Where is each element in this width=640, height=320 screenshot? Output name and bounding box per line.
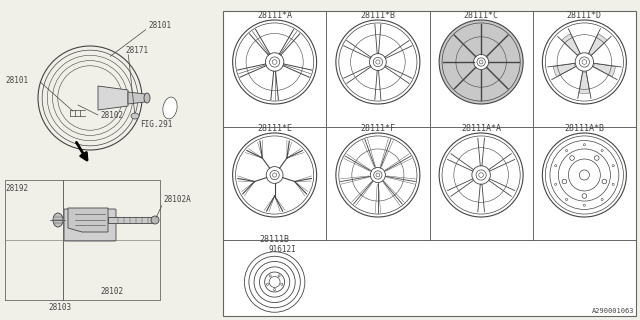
Text: 91612I: 91612I bbox=[269, 245, 296, 254]
Circle shape bbox=[479, 60, 483, 64]
Circle shape bbox=[582, 60, 587, 64]
Circle shape bbox=[583, 204, 586, 206]
Circle shape bbox=[272, 60, 277, 64]
Circle shape bbox=[562, 179, 566, 184]
Circle shape bbox=[582, 194, 587, 198]
Polygon shape bbox=[128, 92, 145, 104]
Text: 28101: 28101 bbox=[148, 20, 171, 29]
Text: 28103: 28103 bbox=[49, 303, 72, 313]
Circle shape bbox=[232, 133, 317, 217]
Text: A290001063: A290001063 bbox=[591, 308, 634, 314]
Circle shape bbox=[595, 156, 599, 160]
Circle shape bbox=[439, 20, 523, 104]
Circle shape bbox=[273, 173, 276, 177]
Text: 28111*C: 28111*C bbox=[463, 11, 499, 20]
Circle shape bbox=[602, 179, 607, 184]
Circle shape bbox=[479, 173, 483, 177]
Text: 28102: 28102 bbox=[100, 287, 123, 297]
Polygon shape bbox=[68, 208, 108, 232]
Circle shape bbox=[266, 167, 283, 183]
Circle shape bbox=[369, 54, 387, 70]
FancyBboxPatch shape bbox=[64, 209, 116, 241]
Circle shape bbox=[477, 58, 485, 66]
Circle shape bbox=[612, 183, 614, 185]
Circle shape bbox=[278, 275, 280, 277]
Circle shape bbox=[566, 198, 568, 201]
Circle shape bbox=[439, 133, 523, 217]
Text: 28171: 28171 bbox=[125, 45, 148, 54]
Circle shape bbox=[376, 173, 380, 177]
Polygon shape bbox=[589, 34, 607, 55]
Circle shape bbox=[374, 171, 382, 179]
Circle shape bbox=[579, 57, 589, 67]
Circle shape bbox=[601, 198, 603, 201]
Text: 28111A*B: 28111A*B bbox=[564, 124, 604, 133]
Circle shape bbox=[373, 57, 383, 67]
Text: 28192: 28192 bbox=[5, 183, 28, 193]
Circle shape bbox=[583, 144, 586, 146]
Text: 28111*A: 28111*A bbox=[257, 11, 292, 20]
Circle shape bbox=[269, 275, 271, 277]
Ellipse shape bbox=[144, 93, 150, 103]
Polygon shape bbox=[562, 34, 580, 55]
Text: 28111*D: 28111*D bbox=[567, 11, 602, 20]
Polygon shape bbox=[579, 72, 589, 93]
Circle shape bbox=[612, 164, 614, 167]
Text: 28111*B: 28111*B bbox=[360, 11, 396, 20]
Circle shape bbox=[566, 149, 568, 152]
Circle shape bbox=[266, 283, 269, 285]
Circle shape bbox=[555, 183, 557, 185]
Bar bbox=[223, 11, 636, 316]
Text: 28102A: 28102A bbox=[163, 196, 191, 204]
Circle shape bbox=[281, 283, 283, 285]
Circle shape bbox=[555, 164, 557, 167]
Circle shape bbox=[542, 133, 627, 217]
Circle shape bbox=[472, 166, 490, 184]
Circle shape bbox=[336, 133, 420, 217]
Circle shape bbox=[542, 20, 627, 104]
Circle shape bbox=[273, 289, 276, 291]
Ellipse shape bbox=[131, 113, 139, 119]
Text: 28111*E: 28111*E bbox=[257, 124, 292, 133]
Text: 28102: 28102 bbox=[100, 110, 123, 119]
Circle shape bbox=[270, 170, 279, 180]
Circle shape bbox=[476, 170, 486, 180]
Circle shape bbox=[575, 53, 594, 71]
Text: 28111A*A: 28111A*A bbox=[461, 124, 501, 133]
Circle shape bbox=[579, 170, 589, 180]
Circle shape bbox=[269, 276, 280, 287]
Polygon shape bbox=[593, 63, 616, 76]
Circle shape bbox=[601, 149, 603, 152]
Polygon shape bbox=[98, 86, 128, 110]
Circle shape bbox=[570, 156, 574, 160]
Circle shape bbox=[269, 57, 280, 67]
Polygon shape bbox=[554, 63, 575, 76]
Text: 28111*F: 28111*F bbox=[360, 124, 396, 133]
Circle shape bbox=[474, 54, 489, 69]
Circle shape bbox=[376, 60, 380, 64]
Text: 28101: 28101 bbox=[5, 76, 28, 84]
Circle shape bbox=[371, 167, 385, 183]
Text: FIG.291: FIG.291 bbox=[140, 119, 172, 129]
Circle shape bbox=[336, 20, 420, 104]
Ellipse shape bbox=[53, 213, 63, 227]
Circle shape bbox=[232, 20, 317, 104]
Polygon shape bbox=[108, 217, 155, 223]
Text: 28111B: 28111B bbox=[260, 235, 290, 244]
Ellipse shape bbox=[163, 97, 177, 119]
Circle shape bbox=[266, 53, 284, 71]
Ellipse shape bbox=[151, 216, 159, 224]
